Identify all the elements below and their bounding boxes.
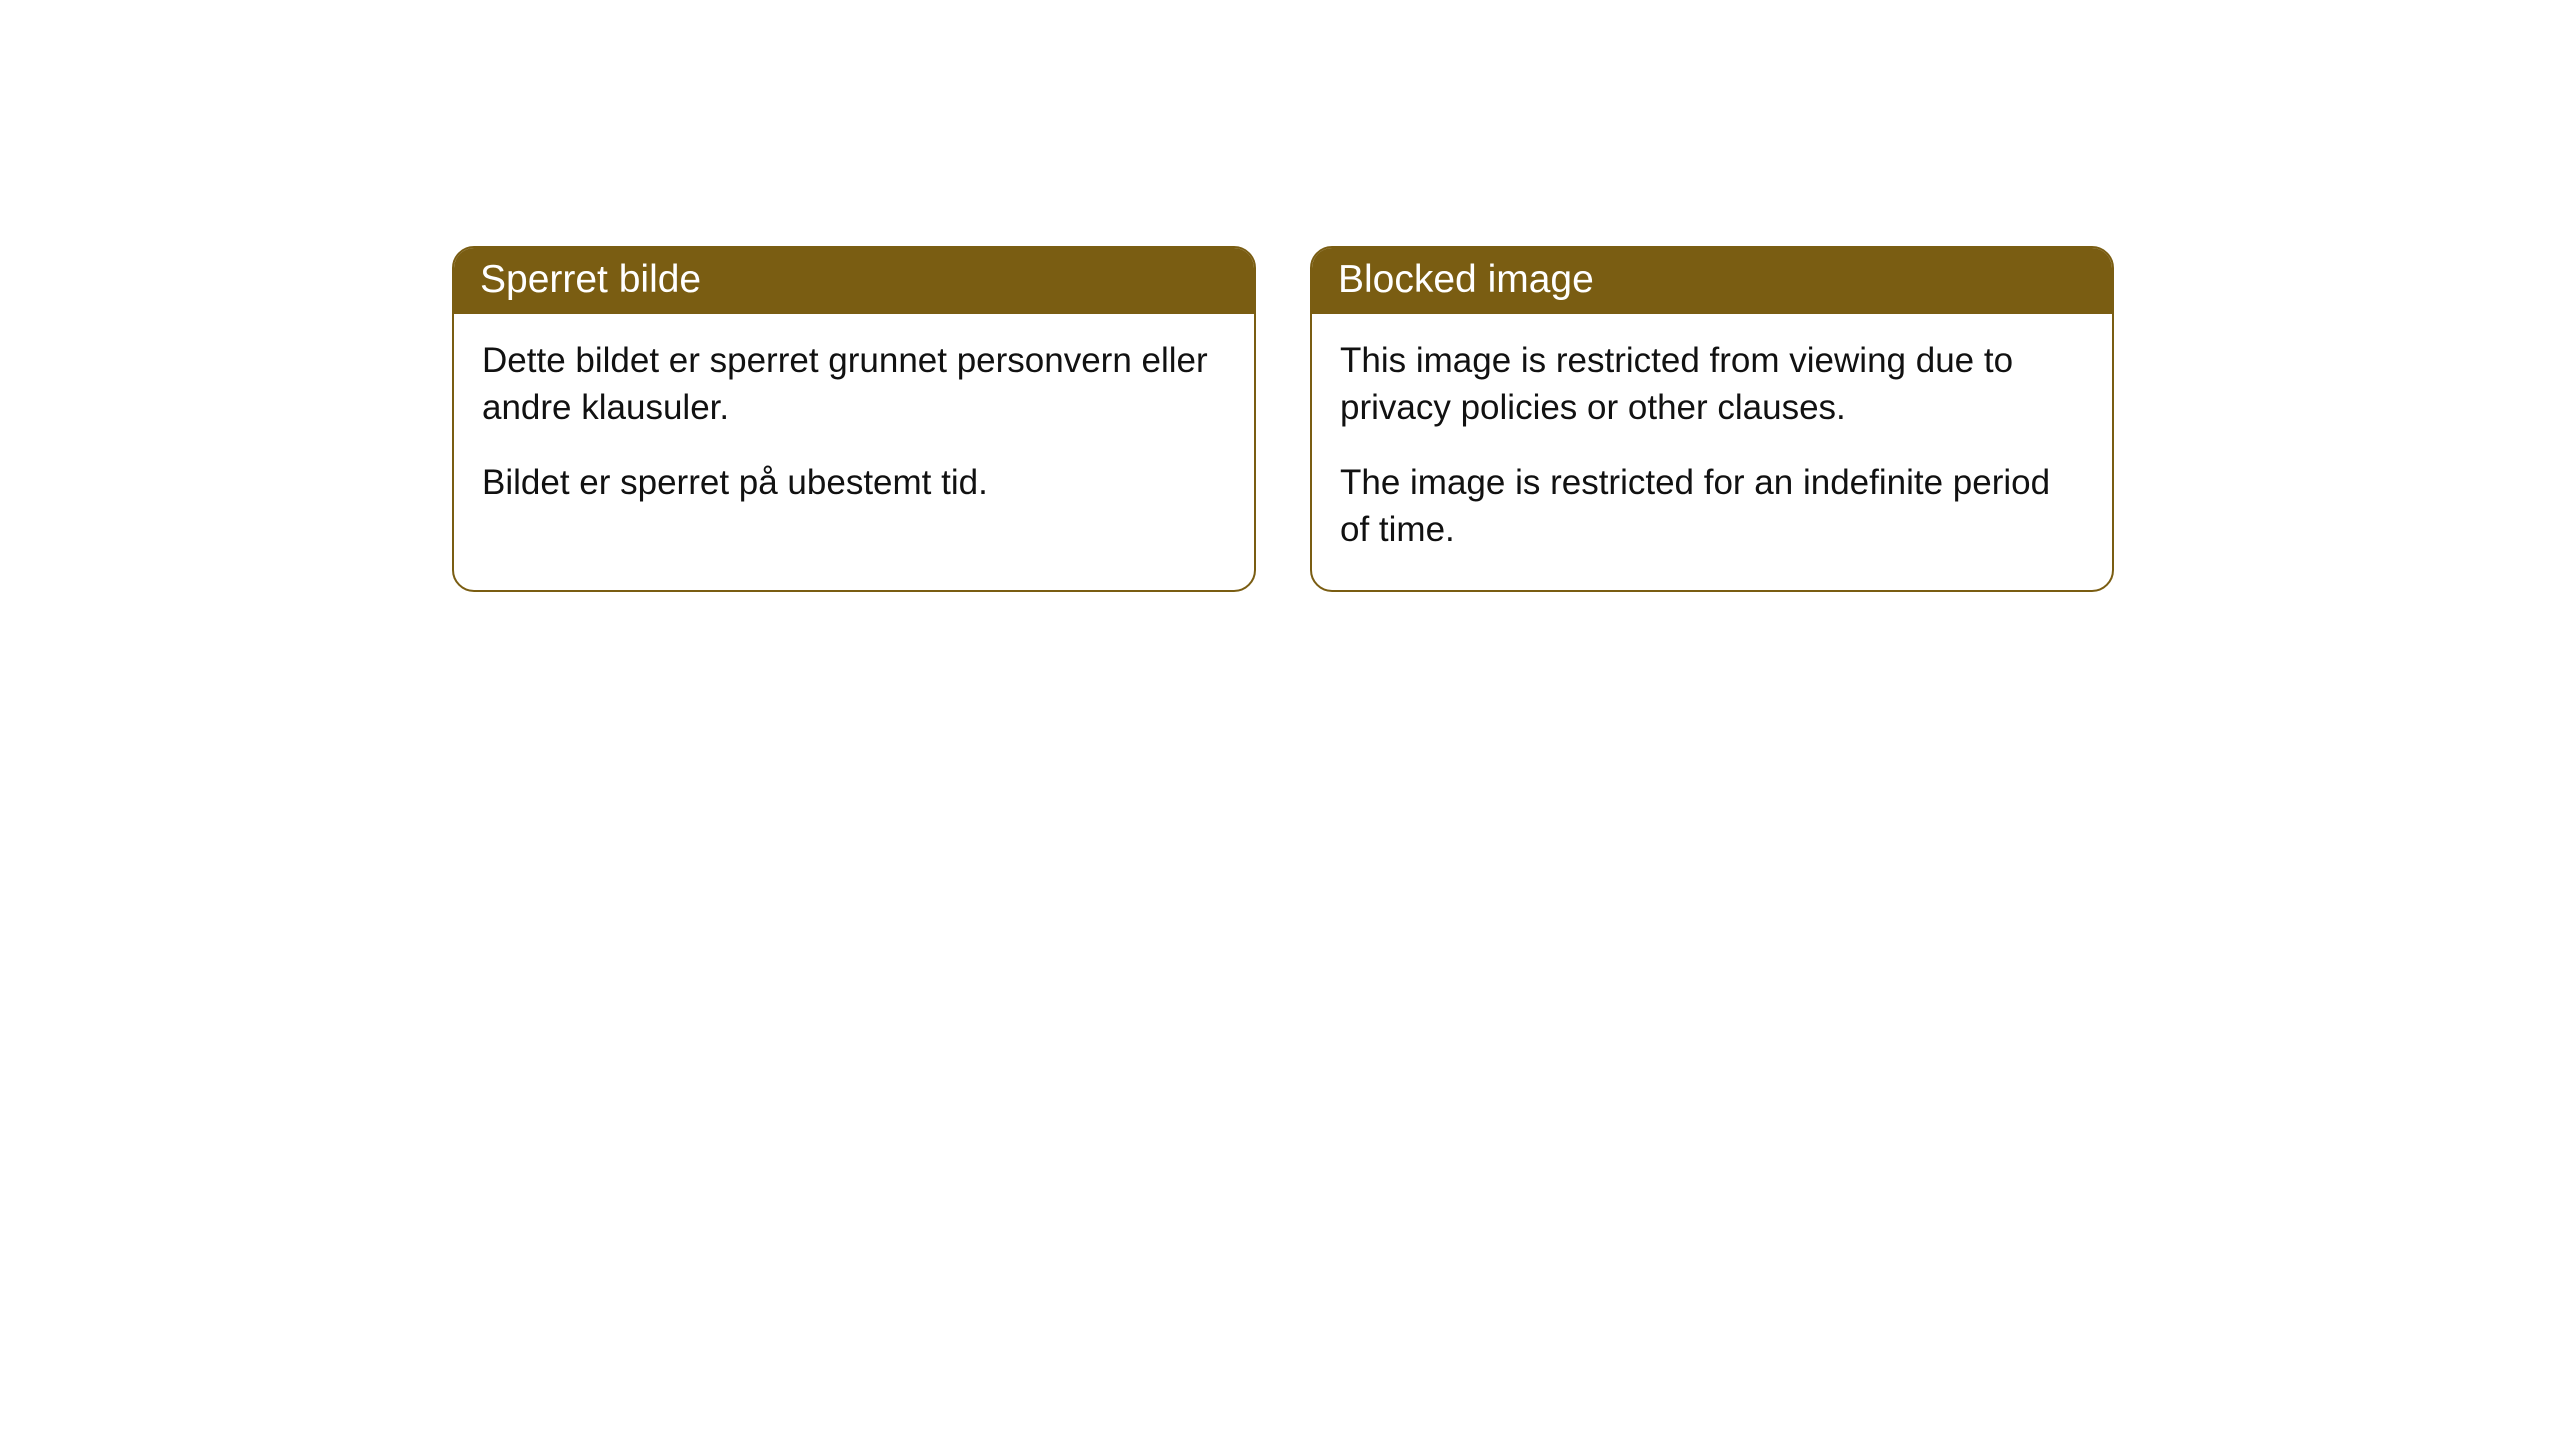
notice-card-norwegian: Sperret bilde Dette bildet er sperret gr… — [452, 246, 1256, 592]
card-header: Sperret bilde — [454, 248, 1254, 314]
notice-cards-container: Sperret bilde Dette bildet er sperret gr… — [452, 246, 2114, 592]
card-paragraph: Dette bildet er sperret grunnet personve… — [482, 338, 1226, 432]
notice-card-english: Blocked image This image is restricted f… — [1310, 246, 2114, 592]
card-title: Blocked image — [1338, 258, 1594, 301]
card-body: Dette bildet er sperret grunnet personve… — [454, 314, 1254, 543]
card-paragraph: The image is restricted for an indefinit… — [1340, 460, 2084, 554]
card-paragraph: Bildet er sperret på ubestemt tid. — [482, 460, 1226, 507]
card-paragraph: This image is restricted from viewing du… — [1340, 338, 2084, 432]
card-body: This image is restricted from viewing du… — [1312, 314, 2112, 590]
card-header: Blocked image — [1312, 248, 2112, 314]
card-title: Sperret bilde — [480, 258, 701, 301]
